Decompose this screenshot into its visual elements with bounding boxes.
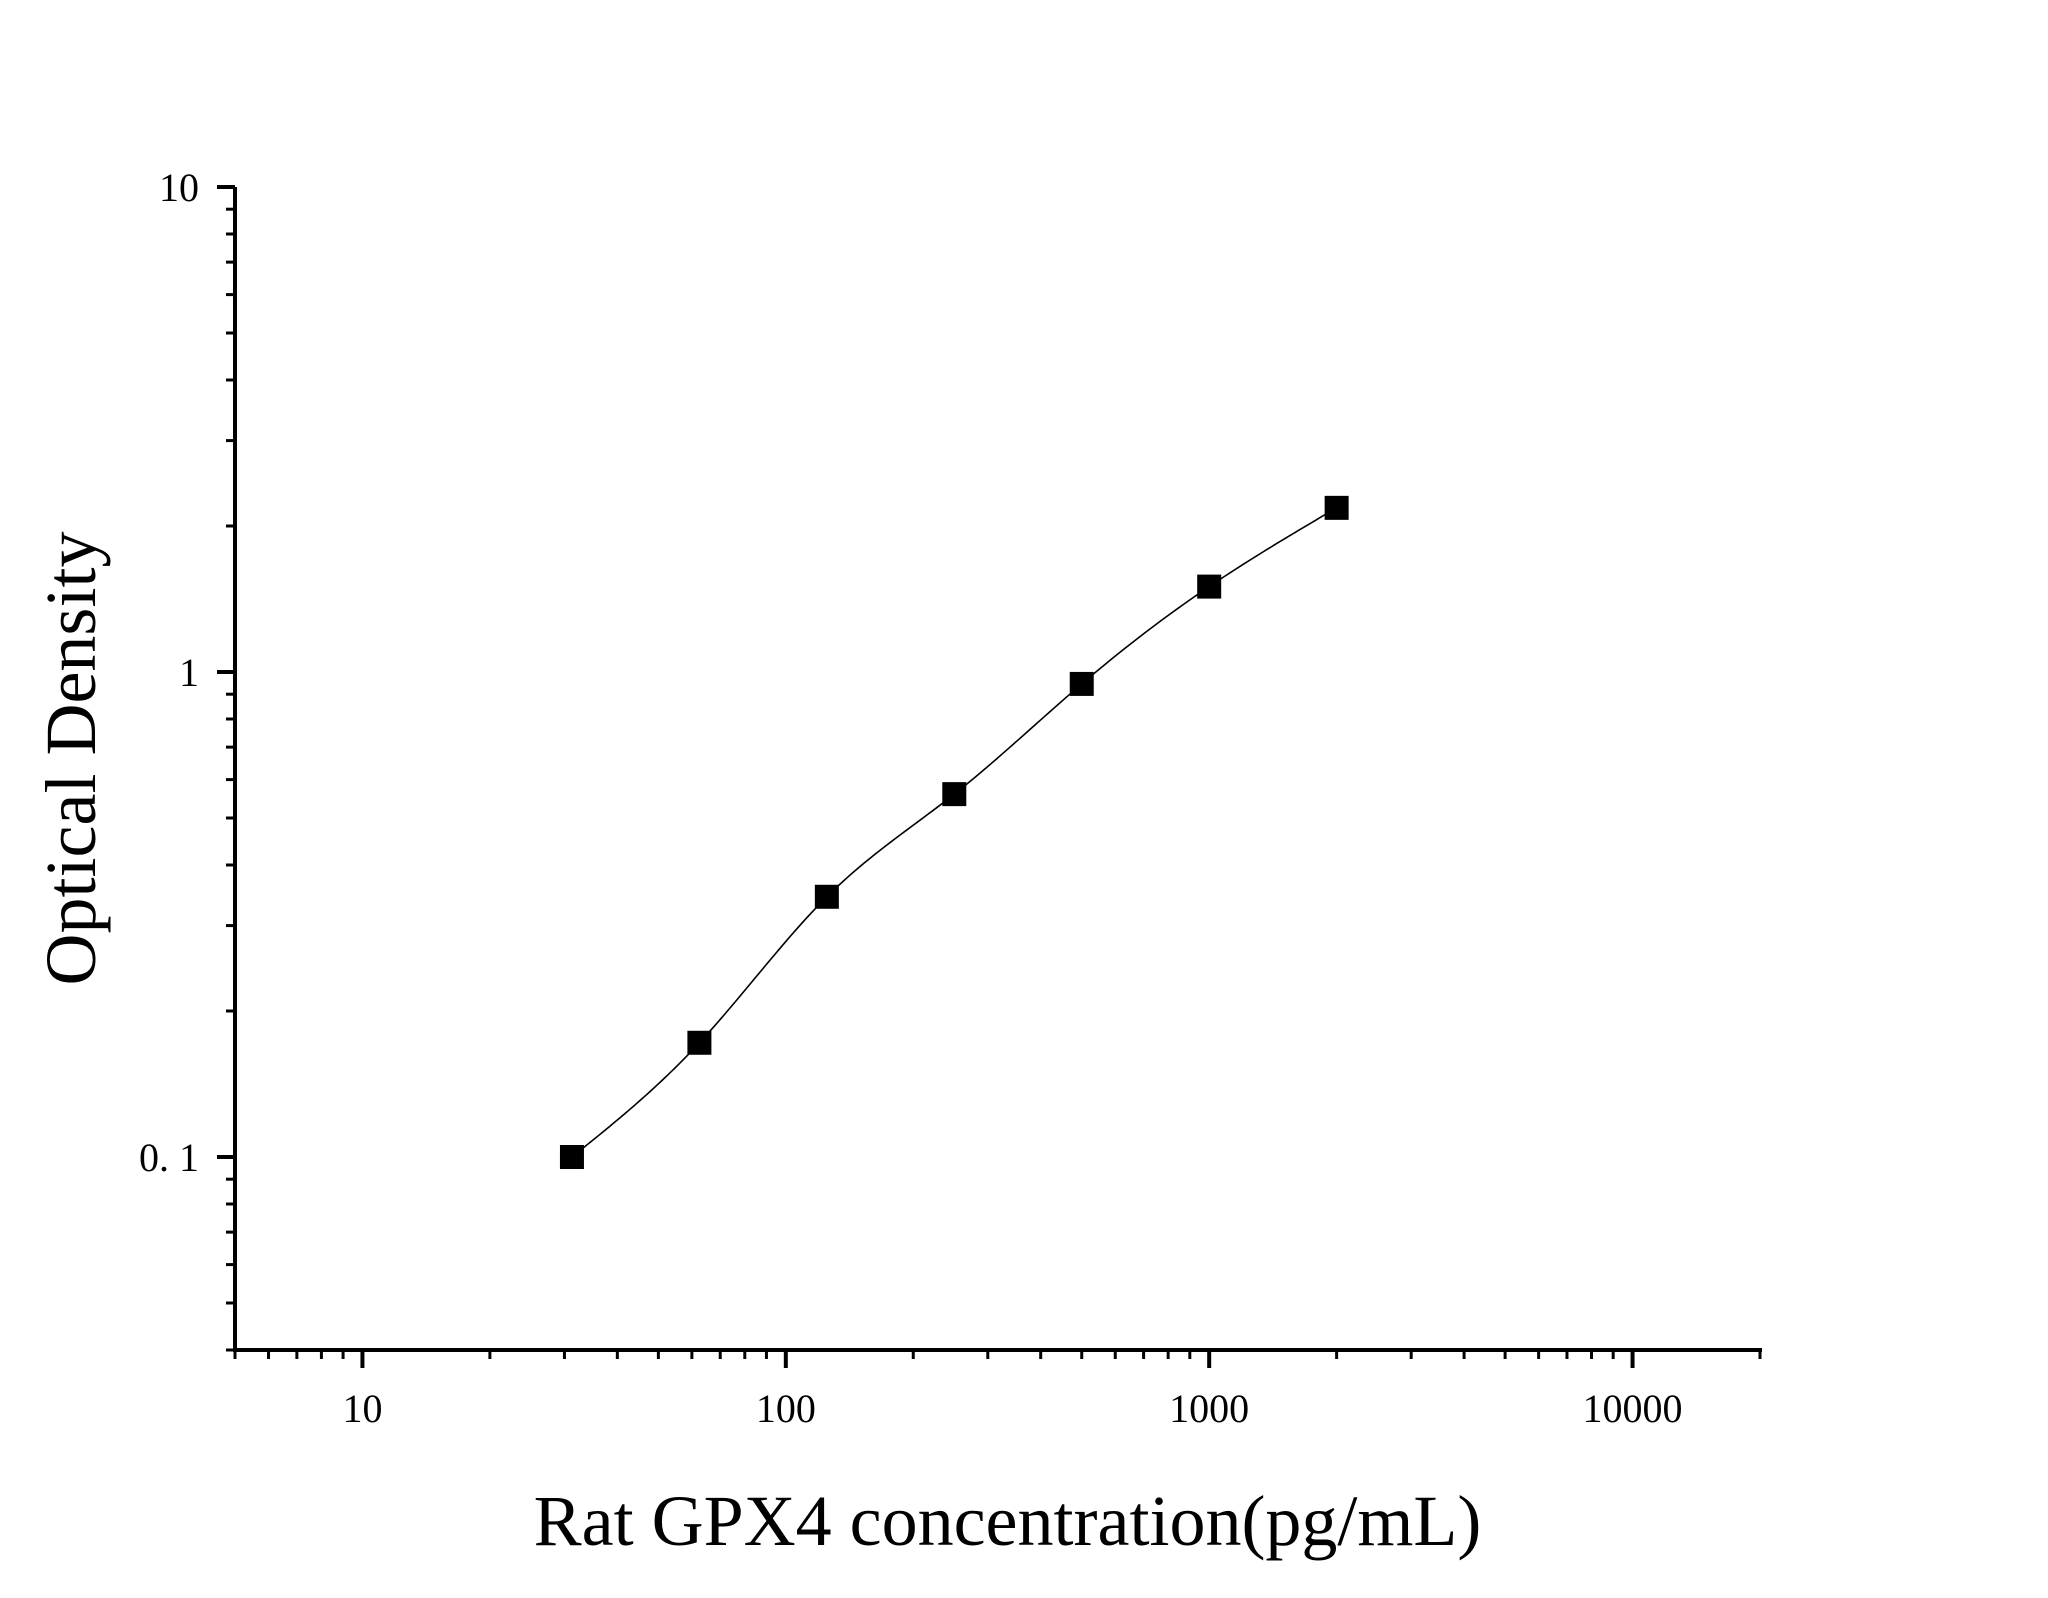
- fit-curve-line: [571, 507, 1338, 1158]
- data-point: [687, 1030, 712, 1055]
- data-point: [814, 884, 839, 909]
- x-minor-ticks: [233, 1350, 1762, 1359]
- data-points: [559, 495, 1349, 1169]
- y-major-ticks: 0. 1 1 10: [139, 165, 235, 1180]
- fit-curve: [571, 507, 1338, 1158]
- y-tick-label: 10: [159, 165, 199, 210]
- data-point: [1324, 495, 1349, 520]
- x-major-ticks: 10 100 1000 10000: [342, 1350, 1683, 1431]
- y-axis-title: Optical Density: [31, 532, 111, 986]
- axes: [233, 187, 1762, 1352]
- data-point: [942, 782, 967, 807]
- data-point: [1069, 671, 1094, 696]
- y-tick-label: 0. 1: [139, 1135, 199, 1180]
- data-point: [559, 1144, 584, 1169]
- x-tick-label: 10000: [1583, 1386, 1683, 1431]
- x-tick-label: 100: [756, 1386, 816, 1431]
- data-point: [1197, 574, 1222, 599]
- x-tick-label: 1000: [1169, 1386, 1249, 1431]
- x-axis-title: Rat GPX4 concentration(pg/mL): [534, 1481, 1482, 1561]
- x-tick-label: 10: [342, 1386, 382, 1431]
- y-tick-label: 1: [179, 650, 199, 695]
